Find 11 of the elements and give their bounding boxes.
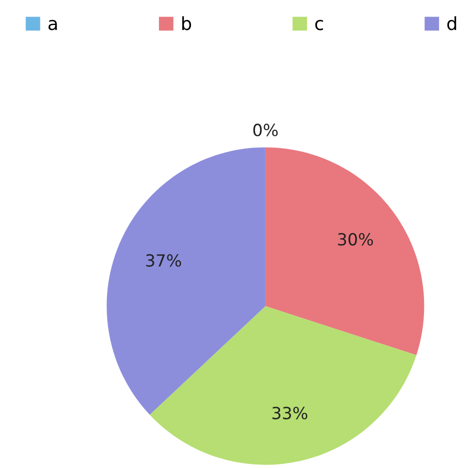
data-label: 33%	[272, 406, 308, 420]
legend-label: a	[48, 20, 57, 30]
text: 0%	[253, 124, 278, 136]
data-label: 37%	[146, 254, 182, 267]
pie-slice	[265, 147, 424, 356]
data-label: 30%	[338, 232, 373, 246]
legend-label: d	[447, 16, 456, 30]
legend-label: c	[315, 20, 324, 30]
legend-label: b	[182, 16, 192, 30]
pie-slice	[106, 147, 266, 415]
pie-slice	[150, 306, 416, 465]
